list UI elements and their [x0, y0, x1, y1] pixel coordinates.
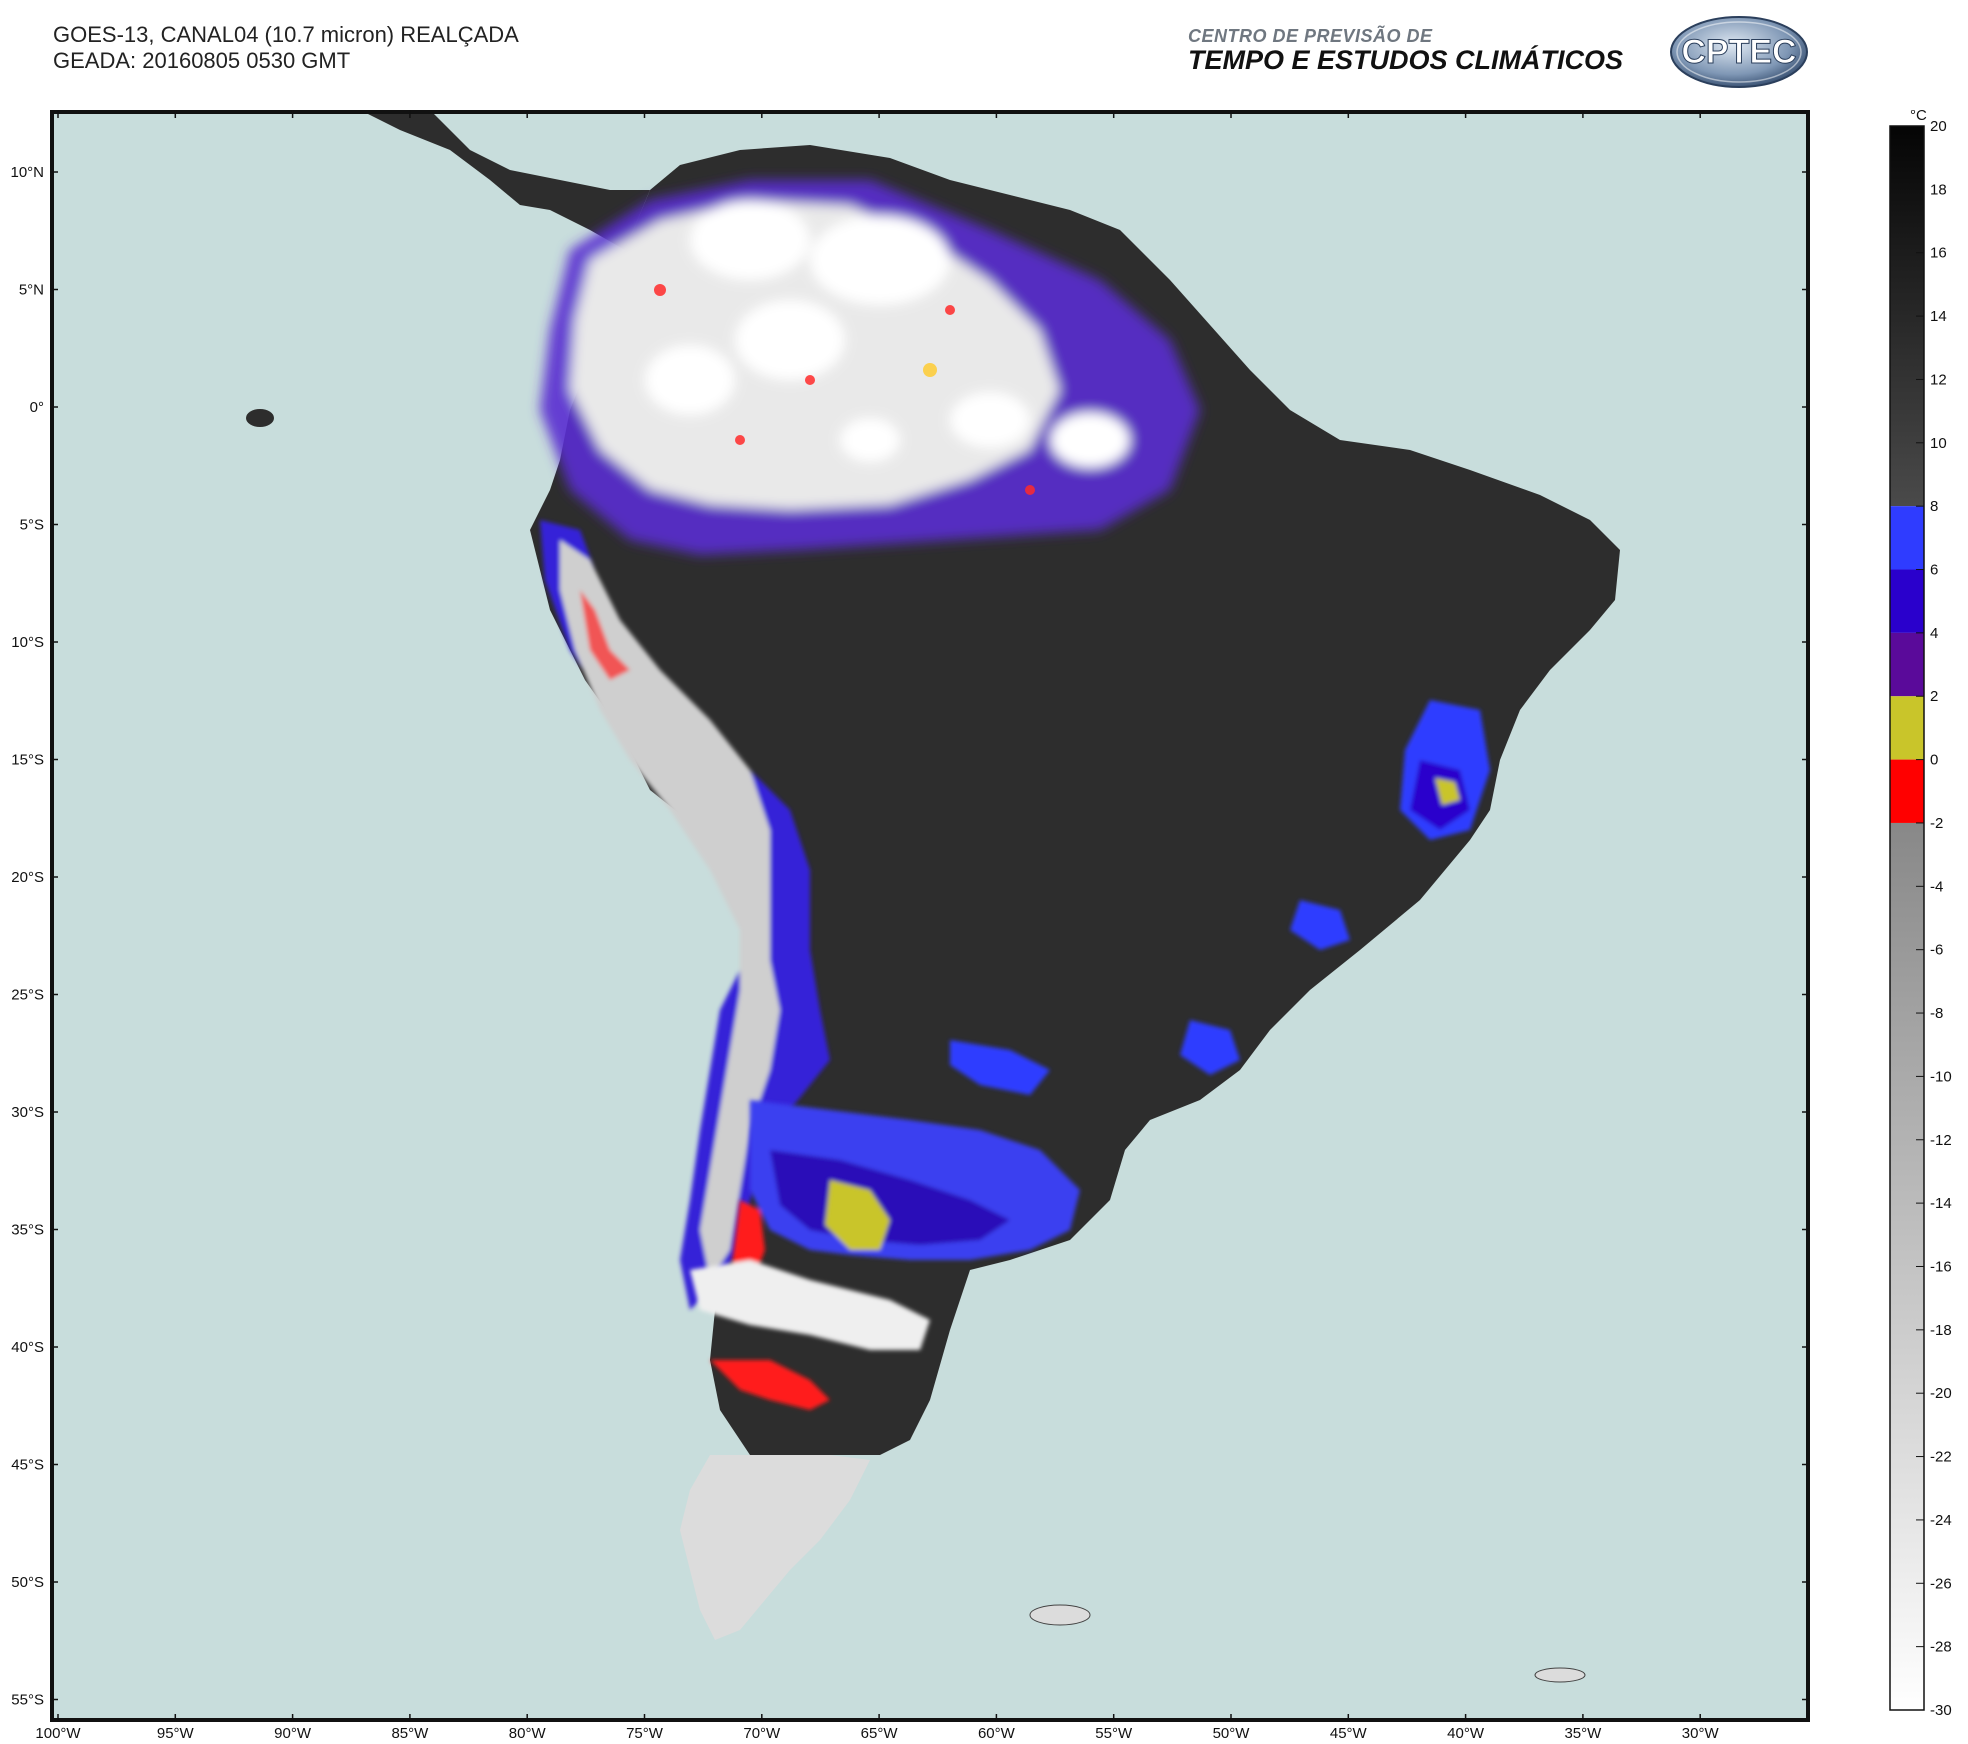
colorbar-tick-label: 10	[1930, 435, 1947, 452]
latitude-label: 35°S	[11, 1222, 44, 1239]
latitude-ticks	[50, 171, 1810, 1701]
land-patagonia	[680, 1455, 870, 1640]
longitude-label: 50°W	[1213, 1725, 1251, 1742]
longitude-label: 100°W	[35, 1725, 81, 1742]
colorbar-band	[1890, 759, 1924, 823]
colorbar-band	[1890, 506, 1924, 570]
longitude-label: 90°W	[274, 1725, 312, 1742]
latitude-label: 25°S	[11, 987, 44, 1004]
map-title: GOES-13, CANAL04 (10.7 micron) REALÇADA …	[53, 22, 519, 74]
cold-air-mass-argentina	[690, 1100, 1080, 1410]
organization-name: CENTRO DE PREVISÃO DE TEMPO E ESTUDOS CL…	[1188, 26, 1623, 76]
colorbar-tick-label: -16	[1930, 1258, 1952, 1275]
latitude-label: 15°S	[11, 752, 44, 769]
colorbar-bands	[1890, 126, 1924, 1710]
logo-text: CPTEC	[1681, 33, 1796, 71]
cloud-speckle-north	[654, 284, 1035, 495]
colorbar-tick-label: -18	[1930, 1322, 1952, 1339]
cold-pocket-east-brazil	[950, 700, 1490, 1095]
longitude-label: 85°W	[391, 1725, 429, 1742]
longitude-label: 95°W	[157, 1725, 195, 1742]
colorbar-tick-label: -2	[1930, 815, 1943, 832]
latitude-label: 40°S	[11, 1339, 44, 1356]
colorbar-tick-label: -20	[1930, 1385, 1952, 1402]
latitude-label: 5°N	[19, 282, 44, 299]
longitude-label: 55°W	[1095, 1725, 1133, 1742]
colorbar-tick-label: -14	[1930, 1195, 1952, 1212]
latitude-label: 55°S	[11, 1692, 44, 1709]
colorbar-tick-label: 4	[1930, 625, 1938, 642]
colorbar-tick-label: -12	[1930, 1132, 1952, 1149]
longitude-ticks	[57, 110, 1701, 1722]
colorbar: °C 20181614121086420-2-4-6-8-10-12-14-16…	[1889, 110, 1952, 1719]
longitude-label: 35°W	[1564, 1725, 1602, 1742]
cptec-logo: CPTEC	[1670, 16, 1808, 88]
colorbar-tick-label: -10	[1930, 1068, 1952, 1085]
colorbar-tick-label: -22	[1930, 1449, 1952, 1466]
latitude-label: 50°S	[11, 1574, 44, 1591]
title-line-1: GOES-13, CANAL04 (10.7 micron) REALÇADA	[53, 22, 519, 47]
colorbar-band	[1890, 632, 1924, 697]
colorbar-tick-label: -6	[1930, 942, 1943, 959]
map-frame	[50, 110, 1810, 1722]
colorbar-tick-label: 8	[1930, 498, 1938, 515]
colorbar-band	[1890, 696, 1924, 760]
latitude-label: 10°S	[11, 634, 44, 651]
colorbar-tick-label: 2	[1930, 688, 1938, 705]
title-line-2: GEADA: 20160805 0530 GMT	[53, 48, 351, 73]
colorbar-tick-label: -8	[1930, 1005, 1943, 1022]
longitude-label: 80°W	[509, 1725, 547, 1742]
land-central-america	[360, 110, 650, 250]
org-line-2: TEMPO E ESTUDOS CLIMÁTICOS	[1188, 45, 1624, 75]
cloud-layer-north	[540, 180, 1200, 555]
latitude-label: 45°S	[11, 1457, 44, 1474]
colorbar-tick-label: 12	[1930, 371, 1947, 388]
colorbar-tick-label: -24	[1930, 1512, 1952, 1529]
colorbar-tick-label: 18	[1930, 181, 1947, 198]
colorbar-unit: °C	[1910, 110, 1927, 124]
colorbar-tick-label: 0	[1930, 752, 1938, 769]
longitude-label: 30°W	[1682, 1725, 1720, 1742]
colorbar-tick-label: -30	[1930, 1702, 1952, 1719]
colorbar-tick-label: -26	[1930, 1575, 1952, 1592]
latitude-label: 0°	[30, 399, 44, 416]
longitude-label: 70°W	[743, 1725, 781, 1742]
latitude-label: 20°S	[11, 869, 44, 886]
satellite-map	[50, 110, 1810, 1722]
colorbar-tick-label: 14	[1930, 308, 1947, 325]
colorbar-tick-label: -4	[1930, 878, 1943, 895]
islands	[246, 409, 1586, 1683]
colorbar-tick-label: -28	[1930, 1639, 1952, 1656]
colorbar-tick-label: 16	[1930, 245, 1947, 262]
longitude-label: 65°W	[861, 1725, 899, 1742]
longitude-label: 75°W	[626, 1725, 664, 1742]
org-line-1: CENTRO DE PREVISÃO DE	[1188, 26, 1433, 46]
colorbar-tick-label: 6	[1930, 562, 1938, 579]
colorbar-ticks: 20181614121086420-2-4-6-8-10-12-14-16-18…	[1916, 118, 1952, 1719]
colorbar-tick-label: 20	[1930, 118, 1947, 135]
colorbar-band	[1890, 569, 1924, 633]
longitude-label: 60°W	[978, 1725, 1016, 1742]
latitude-label: 5°S	[20, 517, 44, 534]
longitude-label: 45°W	[1330, 1725, 1368, 1742]
latitude-label: 30°S	[11, 1104, 44, 1121]
longitude-label: 40°W	[1447, 1725, 1485, 1742]
latitude-label: 10°N	[10, 164, 44, 181]
